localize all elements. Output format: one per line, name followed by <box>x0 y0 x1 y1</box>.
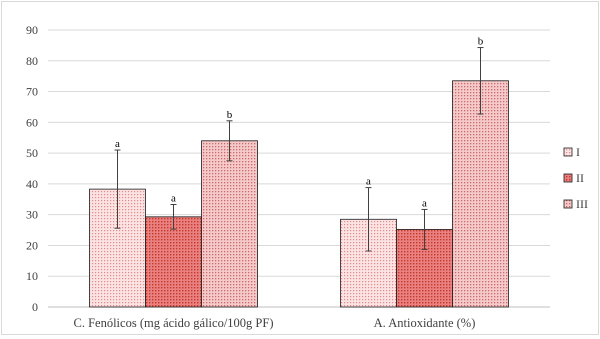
legend-label-II: II <box>576 171 584 185</box>
x-category-label: A. Antioxidante (%) <box>374 316 476 330</box>
legend-swatch-III <box>563 199 573 209</box>
significance-letter: a <box>422 197 427 209</box>
significance-letters: a a b a a b <box>115 36 484 210</box>
significance-letter: b <box>478 36 484 48</box>
y-axis-ticks: 0 10 20 30 40 50 60 70 80 90 <box>26 23 38 314</box>
x-axis-categories: C. Fenólicos (mg ácido gálico/100g PF) A.… <box>74 316 476 330</box>
bar-III-1 <box>201 140 258 308</box>
bar-III-2 <box>452 80 509 308</box>
y-tick-label: 50 <box>26 146 38 160</box>
y-tick-label: 80 <box>26 54 38 68</box>
significance-letter: a <box>366 176 371 188</box>
significance-letter: a <box>171 193 176 205</box>
y-tick-label: 70 <box>26 85 38 99</box>
y-tick-label: 40 <box>26 177 38 191</box>
legend-swatch-I <box>563 147 573 157</box>
y-tick-label: 30 <box>26 208 38 222</box>
y-tick-label: 20 <box>26 238 38 252</box>
bar-chart: 0 10 20 30 40 50 60 70 80 90 a a b a a b C. Fenólicos … <box>26 23 588 330</box>
bars <box>89 80 509 308</box>
bar-II-2 <box>396 229 453 308</box>
legend-swatch-II <box>563 173 573 183</box>
y-tick-label: 90 <box>26 23 38 37</box>
y-tick-label: 10 <box>26 269 38 283</box>
error-bars <box>114 47 484 252</box>
y-tick-label: 60 <box>26 115 38 129</box>
bar-II-1 <box>145 216 202 308</box>
significance-letter: b <box>227 109 233 121</box>
legend-label-I: I <box>576 145 580 159</box>
legend-label-III: III <box>576 197 588 211</box>
significance-letter: a <box>115 138 120 150</box>
x-category-label: C. Fenólicos (mg ácido gálico/100g PF) <box>74 316 274 330</box>
y-tick-label: 0 <box>32 300 38 314</box>
